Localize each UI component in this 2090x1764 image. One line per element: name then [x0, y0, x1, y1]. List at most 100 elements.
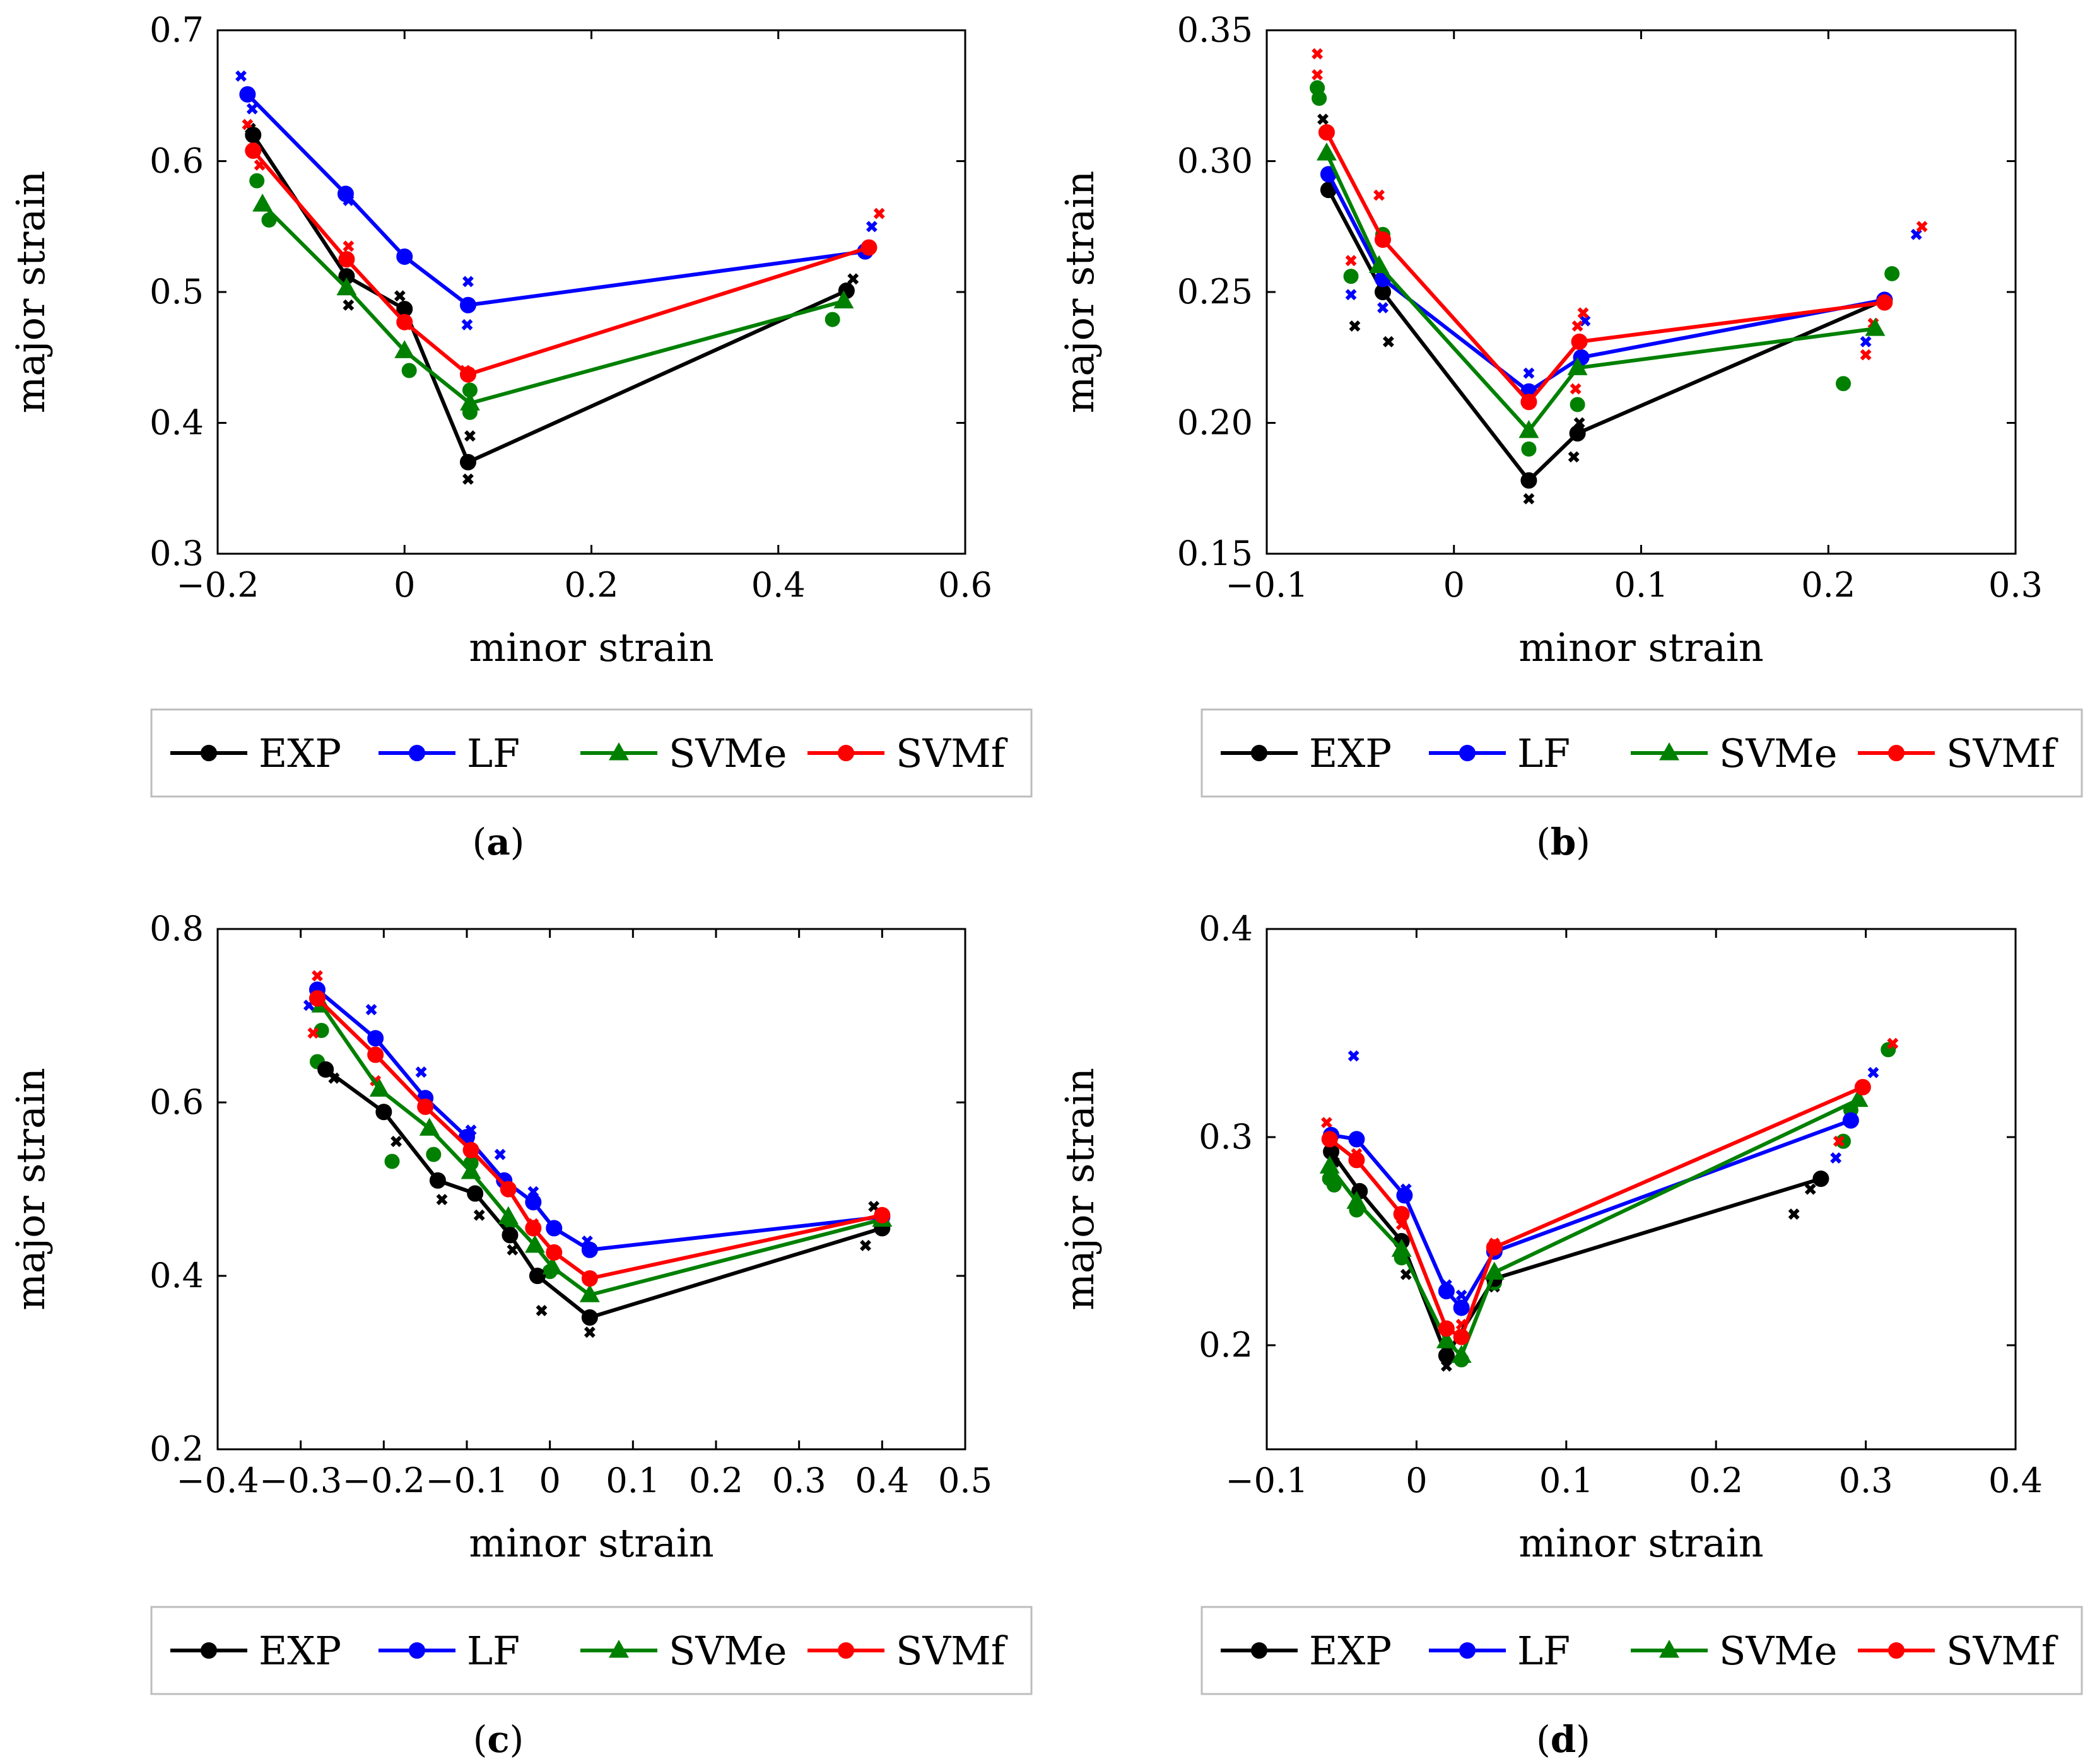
- data-point: [459, 453, 476, 470]
- caption: (c): [473, 1718, 524, 1761]
- x-tick-label: −0.1: [425, 1461, 508, 1500]
- data-point: [833, 290, 854, 309]
- data-point: [239, 86, 256, 103]
- data-point: [417, 1098, 434, 1115]
- scatter-point: [1577, 307, 1589, 319]
- data-point: [860, 239, 878, 256]
- legend-label-svme: SVMe: [1719, 730, 1837, 776]
- scatter-point: [1521, 441, 1537, 457]
- scatter-point: [1867, 1066, 1879, 1078]
- scatter-point: [1455, 1289, 1467, 1301]
- y-tick-label: 0.15: [1177, 534, 1253, 573]
- data-point: [1567, 357, 1588, 375]
- y-tick-label: 0.7: [150, 10, 204, 50]
- legend-label-svme: SVMe: [1719, 1628, 1837, 1674]
- y-axis-label: major strain: [1057, 171, 1103, 414]
- data-point: [369, 1078, 390, 1097]
- scatter-point: [847, 273, 859, 285]
- data-point: [309, 990, 326, 1007]
- legend-marker: [1459, 745, 1476, 761]
- scatter-point: [462, 473, 474, 485]
- data-point: [1391, 1239, 1412, 1257]
- data-point: [1346, 1191, 1367, 1209]
- legend-marker: [838, 1642, 854, 1659]
- x-tick-label: 0: [539, 1461, 560, 1500]
- data-point: [317, 1061, 334, 1078]
- legend-marker: [409, 1642, 425, 1659]
- data-point: [1396, 1187, 1413, 1204]
- scatter-point: [507, 1244, 519, 1256]
- data-point: [459, 366, 476, 383]
- y-tick-label: 0.20: [1177, 403, 1253, 443]
- scatter-point: [249, 173, 265, 189]
- y-tick-label: 0.2: [1199, 1325, 1253, 1365]
- data-point: [1348, 1152, 1365, 1169]
- legend-marker: [409, 745, 425, 761]
- chart-a: −0.2 0 0.2 0.4 0.6 0.3 0.4 0.5 0.6 0.7 minor strai…: [8, 10, 1033, 863]
- data-point: [396, 248, 413, 265]
- scatter-point: [1312, 69, 1324, 81]
- series-line-svmf: [1318, 124, 1893, 411]
- y-tick-label: 0.4: [150, 403, 204, 443]
- data-point: [1321, 1131, 1338, 1148]
- data-point: [252, 193, 273, 212]
- chart-b: −0.1 0 0.1 0.2 0.3 0.15 0.20 0.25 0.30 0.35 minor …: [1057, 10, 2083, 863]
- series-svmf: [242, 119, 885, 377]
- x-tick-label: −0.1: [1225, 1461, 1308, 1500]
- data-point: [337, 185, 354, 202]
- data-point: [1438, 1320, 1455, 1337]
- data-point: [1348, 1131, 1365, 1148]
- data-point: [1319, 1155, 1340, 1174]
- scatter-point: [1326, 1177, 1342, 1193]
- x-tick-label: 0.3: [1988, 565, 2043, 605]
- data-point: [1520, 394, 1537, 411]
- caption: (d): [1536, 1718, 1590, 1761]
- scatter-point: [1321, 1116, 1332, 1128]
- data-point: [1812, 1171, 1829, 1187]
- scatter-point: [343, 240, 355, 252]
- scatter-point: [1835, 376, 1851, 392]
- x-tick-label: 0.1: [1539, 1461, 1594, 1500]
- scatter-point: [873, 207, 885, 219]
- scatter-point: [1860, 349, 1872, 361]
- legend: EXP LF SVMe SVMf: [1201, 1606, 2083, 1695]
- data-point: [1451, 1345, 1472, 1363]
- legend-marker: [1459, 1642, 1476, 1659]
- data-point: [461, 1160, 481, 1179]
- x-tick-label: 0: [1406, 1461, 1427, 1500]
- series-svmf: [1312, 48, 1928, 395]
- x-axis-label: minor strain: [1518, 1520, 1763, 1566]
- data-point: [1453, 1299, 1470, 1316]
- series-line-svme: [1319, 1089, 1869, 1363]
- scatter-point: [1523, 367, 1535, 379]
- scatter-point: [464, 430, 476, 442]
- series-line: [251, 134, 848, 464]
- x-tick-label: 0.4: [1988, 1461, 2043, 1500]
- legend-marker: [1888, 745, 1905, 761]
- scatter-point: [390, 1135, 402, 1147]
- legend-label-exp: EXP: [259, 730, 341, 776]
- series-line: [316, 988, 883, 1252]
- scatter-point: [1788, 1208, 1800, 1220]
- data-point: [394, 340, 415, 358]
- scatter-point: [473, 1209, 485, 1221]
- series-line-svme: [252, 193, 854, 411]
- scatter-point: [1887, 1037, 1899, 1049]
- y-tick-label: 0.35: [1177, 10, 1253, 50]
- legend-marker: [1888, 1642, 1905, 1659]
- scatter-point: [1568, 451, 1580, 463]
- legend-label-svmf: SVMf: [896, 1628, 1008, 1674]
- series-exp: [1317, 114, 1585, 505]
- data-point: [581, 1241, 598, 1258]
- data-point: [245, 127, 262, 143]
- y-axis-label: major strain: [8, 171, 54, 414]
- plot-area-frame: [216, 928, 966, 1451]
- scatter-point: [307, 1027, 319, 1039]
- data-point: [459, 296, 476, 313]
- x-tick-label: 0.3: [1839, 1461, 1893, 1500]
- data-point: [1854, 1078, 1871, 1095]
- scatter-point: [1830, 1152, 1842, 1164]
- legend-label-lf: LF: [1517, 1628, 1570, 1674]
- legend-marker: [609, 742, 629, 761]
- x-tick-label: 0.6: [938, 565, 992, 605]
